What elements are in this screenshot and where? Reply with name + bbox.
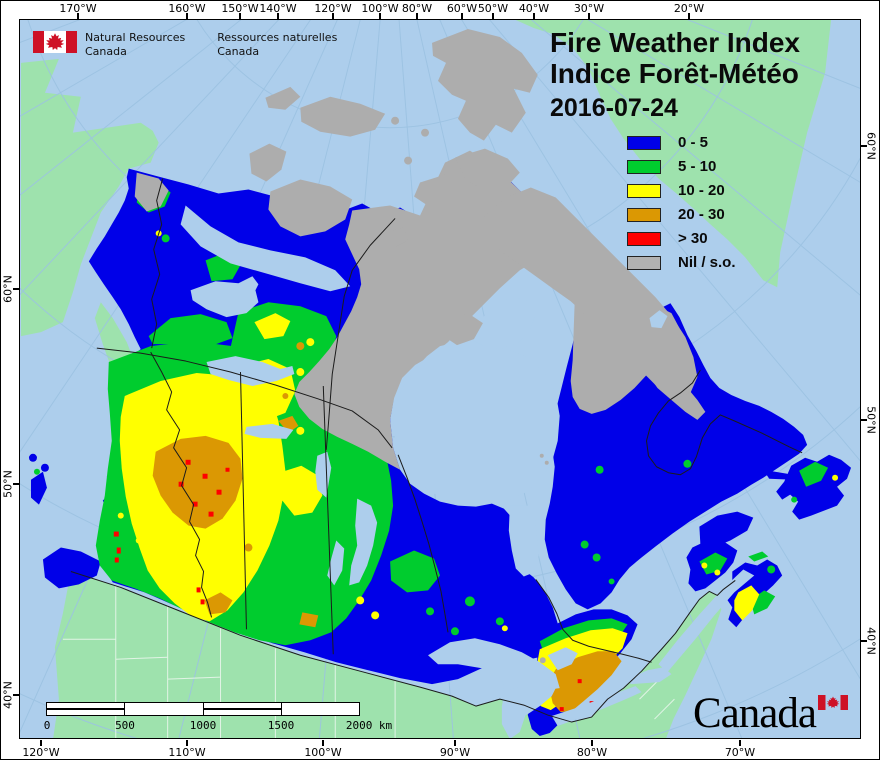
- lon-label: 160°W: [168, 2, 206, 15]
- lon-label: 170°W: [59, 2, 97, 15]
- lon-label: 30°W: [573, 2, 605, 15]
- greenland: [515, 20, 832, 288]
- lon-label: 60°W: [446, 2, 478, 15]
- georgian-bay: [547, 647, 578, 671]
- baffin-island: [481, 187, 698, 398]
- legend-label: > 30: [678, 229, 708, 247]
- legend-label: Nil / s.o.: [678, 253, 736, 271]
- map-canvas: [19, 19, 861, 739]
- legend-swatch-yellow: [627, 184, 661, 198]
- legend-label: 20 - 30: [678, 205, 725, 223]
- nrcan-text-fr: Ressources naturelles Canada: [217, 31, 338, 58]
- legend-row: 0 - 5: [627, 133, 736, 151]
- lon-label: 120°W: [22, 746, 60, 759]
- amundsen-gulf: [180, 205, 351, 292]
- scale-label: 0: [43, 719, 51, 732]
- legend: 0 - 5 5 - 10 10 - 20 20 - 30 > 30 Nil / …: [627, 133, 736, 280]
- province-borders: [70, 178, 803, 723]
- legend-row: > 30: [627, 229, 736, 247]
- foxe-basin: [469, 296, 535, 350]
- nil-regions: [134, 28, 706, 664]
- legend-swatch-blue: [627, 136, 661, 150]
- lon-label: 70°W: [724, 746, 756, 759]
- nrcan-logo: Natural Resources Canada Ressources natur…: [33, 31, 337, 59]
- legend-swatch-orange: [627, 208, 661, 222]
- nrcan-text-en: Natural Resources Canada: [85, 31, 186, 58]
- james-bay: [508, 505, 539, 577]
- canada-flag-icon: [33, 31, 77, 53]
- lake-michigan: [501, 686, 528, 738]
- map-image: [20, 20, 860, 738]
- legend-swatch-green: [627, 160, 661, 174]
- lake-athabasca: [244, 423, 294, 439]
- fwi-orange-patches: [152, 342, 622, 713]
- wordmark-flag-icon: [818, 695, 848, 710]
- lake-erie: [551, 686, 642, 727]
- hudson-bay: [393, 339, 560, 505]
- lon-label: 140°W: [259, 2, 297, 15]
- lon-label: 40°W: [518, 2, 550, 15]
- lake-ontario: [629, 667, 672, 685]
- lake-winnipeg: [349, 498, 378, 586]
- ungava-bay: [649, 310, 668, 329]
- legend-row: 20 - 30: [627, 205, 736, 223]
- victoria-island: [268, 179, 353, 237]
- lon-label: 20°W: [673, 2, 705, 15]
- legend-label: 5 - 10: [678, 157, 717, 175]
- legend-row: 10 - 20: [627, 181, 736, 199]
- legend-row: Nil / s.o.: [627, 253, 736, 271]
- lon-label: 110°W: [168, 746, 206, 759]
- canada-wordmark: Canada: [693, 690, 817, 737]
- somerset-island: [414, 174, 460, 207]
- scale-label: 2000 km: [345, 719, 393, 732]
- great-bear-lake: [190, 276, 259, 318]
- alaska: [20, 58, 159, 337]
- lon-label: 80°W: [401, 2, 433, 15]
- banks-island: [249, 143, 287, 182]
- legend-row: 5 - 10: [627, 157, 736, 175]
- map-title: Fire Weather Index Indice Forêt-Météo 20…: [550, 27, 800, 123]
- lon-label: 100°W: [304, 746, 342, 759]
- lon-label: 100°W: [361, 2, 399, 15]
- title-en: Fire Weather Index: [550, 27, 801, 58]
- vancouver-island: [42, 547, 101, 589]
- ellesmere-island: [432, 28, 538, 141]
- great-slave-lake: [206, 356, 295, 386]
- legend-label: 0 - 5: [678, 133, 709, 151]
- st-lawrence: [658, 569, 755, 673]
- anticosti: [763, 469, 794, 480]
- devon-island: [454, 148, 520, 191]
- scale-label: 1000: [189, 719, 217, 732]
- newfoundland: [776, 454, 852, 520]
- lon-label: 150°W: [221, 2, 259, 15]
- title-fr: Indice Forêt-Météo: [550, 58, 799, 89]
- water-bodies: [180, 205, 755, 738]
- scale-bar: [46, 702, 360, 716]
- lon-label: 120°W: [314, 2, 352, 15]
- mackenzie-delta: [134, 172, 169, 212]
- scale-label: 1500: [267, 719, 295, 732]
- title-date: 2016-07-24: [550, 94, 678, 122]
- lon-label: 80°W: [576, 746, 608, 759]
- legend-swatch-nil: [627, 256, 661, 270]
- legend-swatch-red: [627, 232, 661, 246]
- melville-island: [300, 96, 386, 137]
- haida-gwaii: [30, 471, 47, 505]
- legend-label: 10 - 20: [678, 181, 725, 199]
- lon-label: 50°W: [477, 2, 509, 15]
- lon-label: 90°W: [439, 746, 471, 759]
- scale-label: 500: [115, 719, 135, 732]
- southampton-island: [444, 313, 483, 346]
- gaspe: [699, 511, 754, 548]
